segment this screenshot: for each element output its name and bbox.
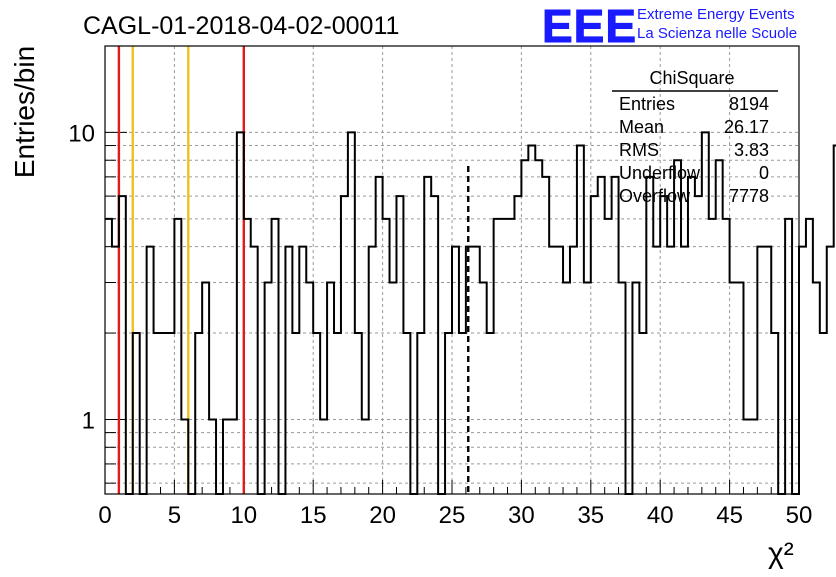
stats-value: 7778 [729, 186, 769, 206]
stats-label: Mean [619, 117, 664, 137]
stats-label: Overflow [619, 186, 691, 206]
y-axis-label: Entries/bin [9, 46, 40, 178]
reference-lines [117, 46, 470, 494]
tick-labels: 0 5 10 15 20 25 30 35 40 45 50 1 10 [68, 120, 812, 529]
stats-value: 0 [759, 163, 769, 183]
x-tick-label: 25 [439, 502, 466, 529]
x-axis-label: χ² [768, 537, 794, 570]
stats-value: 3.83 [734, 140, 769, 160]
x-tick-label: 5 [168, 502, 181, 529]
logo-line-2: La Scienza nelle Scuole [637, 25, 797, 42]
x-tick-label: 15 [300, 502, 327, 529]
eee-logo-mark: EEE [542, 0, 637, 52]
x-tick-label: 40 [647, 502, 674, 529]
x-tick-label: 45 [716, 502, 743, 529]
histogram-series [105, 131, 836, 495]
x-tick-label: 50 [786, 502, 813, 529]
chart-title: CAGL-01-2018-04-02-00011 [83, 12, 399, 40]
stats-label: RMS [619, 140, 659, 160]
stats-label: Entries [619, 94, 675, 114]
stats-value: 8194 [729, 94, 769, 114]
grid-lines [105, 45, 799, 494]
x-tick-label: 35 [577, 502, 604, 529]
stats-value: 26.17 [724, 117, 769, 137]
y-tick-label: 1 [82, 407, 95, 434]
stats-box: ChiSquare Entries 8194 Mean 26.17 RMS 3.… [612, 68, 778, 206]
plot-frame [104, 45, 800, 495]
x-tick-label: 10 [230, 502, 257, 529]
eee-logo: EEE Extreme Energy Events La Scienza nel… [542, 0, 798, 53]
stats-title: ChiSquare [649, 68, 734, 88]
x-tick-label: 30 [508, 502, 535, 529]
y-tick-label: 10 [68, 120, 95, 147]
stats-label: Underflow [619, 163, 701, 183]
x-tick-label: 20 [369, 502, 396, 529]
x-tick-label: 0 [98, 502, 111, 529]
logo-line-1: Extreme Energy Events [637, 6, 795, 23]
